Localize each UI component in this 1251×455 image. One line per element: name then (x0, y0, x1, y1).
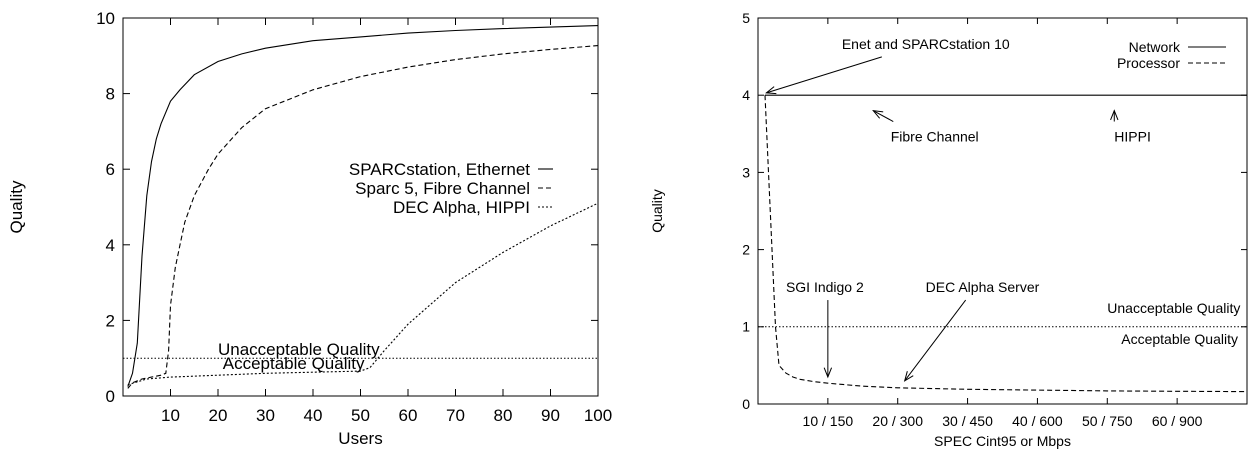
x-tick-label: 50 / 750 (1082, 413, 1133, 429)
annotation-label: SGI Indigo 2 (786, 279, 864, 295)
y-tick-label: 0 (742, 396, 750, 412)
annotation-arrowhead (872, 109, 884, 119)
annotation-label: Acceptable Quality (1121, 331, 1238, 347)
y-tick-label: 1 (742, 319, 750, 335)
series-line-1 (127, 25, 599, 387)
x-tick-label: 100 (584, 406, 612, 425)
y-tick-label: 5 (742, 10, 750, 26)
y-tick-label: 8 (106, 85, 115, 104)
x-tick-label: 10 / 150 (803, 413, 854, 429)
y-axis-label: Quality (649, 189, 665, 233)
annotation-arrowhead (1110, 109, 1119, 121)
legend-label: SPARCstation, Ethernet (349, 160, 530, 179)
annotation-label: Fibre Channel (891, 129, 979, 145)
y-tick-label: 6 (106, 160, 115, 179)
annotation-arrow (766, 56, 882, 94)
y-axis-label: Quality (7, 180, 26, 233)
annotation-label: HIPPI (1114, 129, 1151, 145)
chart-quality-vs-spec: 0 1 2 3 4 5 10 / 150 20 / 300 30 / 450 40 / 600 50… (649, 10, 1248, 449)
x-tick-label: 80 (494, 406, 513, 425)
x-tick-label: 40 (304, 406, 323, 425)
legend-label: DEC Alpha, HIPPI (393, 198, 530, 217)
annotation-arrowhead (823, 367, 833, 379)
y-tick-label: 2 (106, 311, 115, 330)
y-tick-label: 0 (106, 387, 115, 406)
x-axis-label: SPEC Cint95 or Mbps (934, 433, 1071, 449)
annotation-label: Acceptable Quality (223, 354, 365, 373)
x-tick-label: 20 / 300 (872, 413, 923, 429)
annotation-label: Unacceptable Quality (218, 340, 380, 359)
x-tick-label: 50 (351, 406, 370, 425)
annotation-arrow (904, 299, 967, 382)
x-tick-label: 10 (161, 406, 180, 425)
annotation-label: Enet and SPARCstation 10 (842, 36, 1010, 52)
legend-label: Processor (1117, 55, 1180, 71)
y-tick-label: 3 (742, 164, 750, 180)
x-tick-label: 30 (256, 406, 275, 425)
y-tick-label: 4 (742, 87, 750, 103)
x-tick-label: 60 (399, 406, 418, 425)
x-tick-label: 20 (209, 406, 228, 425)
y-tick-label: 2 (742, 242, 750, 258)
chart-quality-vs-users: 0 2 4 6 8 10 10 20 30 40 50 60 70 80 90 100 Users Quality… (7, 9, 612, 448)
x-tick-label: 60 / 900 (1152, 413, 1203, 429)
series-line-2 (127, 45, 599, 389)
y-tick-label: 10 (96, 9, 115, 28)
annotation-label: Unacceptable Quality (1107, 300, 1240, 316)
x-tick-label: 40 / 600 (1012, 413, 1063, 429)
plot-frame (757, 17, 1248, 405)
annotation-label: DEC Alpha Server (926, 279, 1040, 295)
x-tick-label: 30 / 450 (942, 413, 993, 429)
annotation-arrow (873, 110, 894, 122)
annotation-arrowhead (765, 86, 777, 95)
y-tick-label: 4 (106, 236, 115, 255)
x-axis-label: Users (338, 429, 382, 448)
legend-label: Network (1129, 39, 1181, 55)
legend-label: Sparc 5, Fibre Channel (355, 179, 530, 198)
series-line-2 (764, 95, 1248, 393)
annotation-arrowhead (903, 371, 914, 382)
x-tick-label: 90 (541, 406, 560, 425)
x-tick-label: 70 (446, 406, 465, 425)
